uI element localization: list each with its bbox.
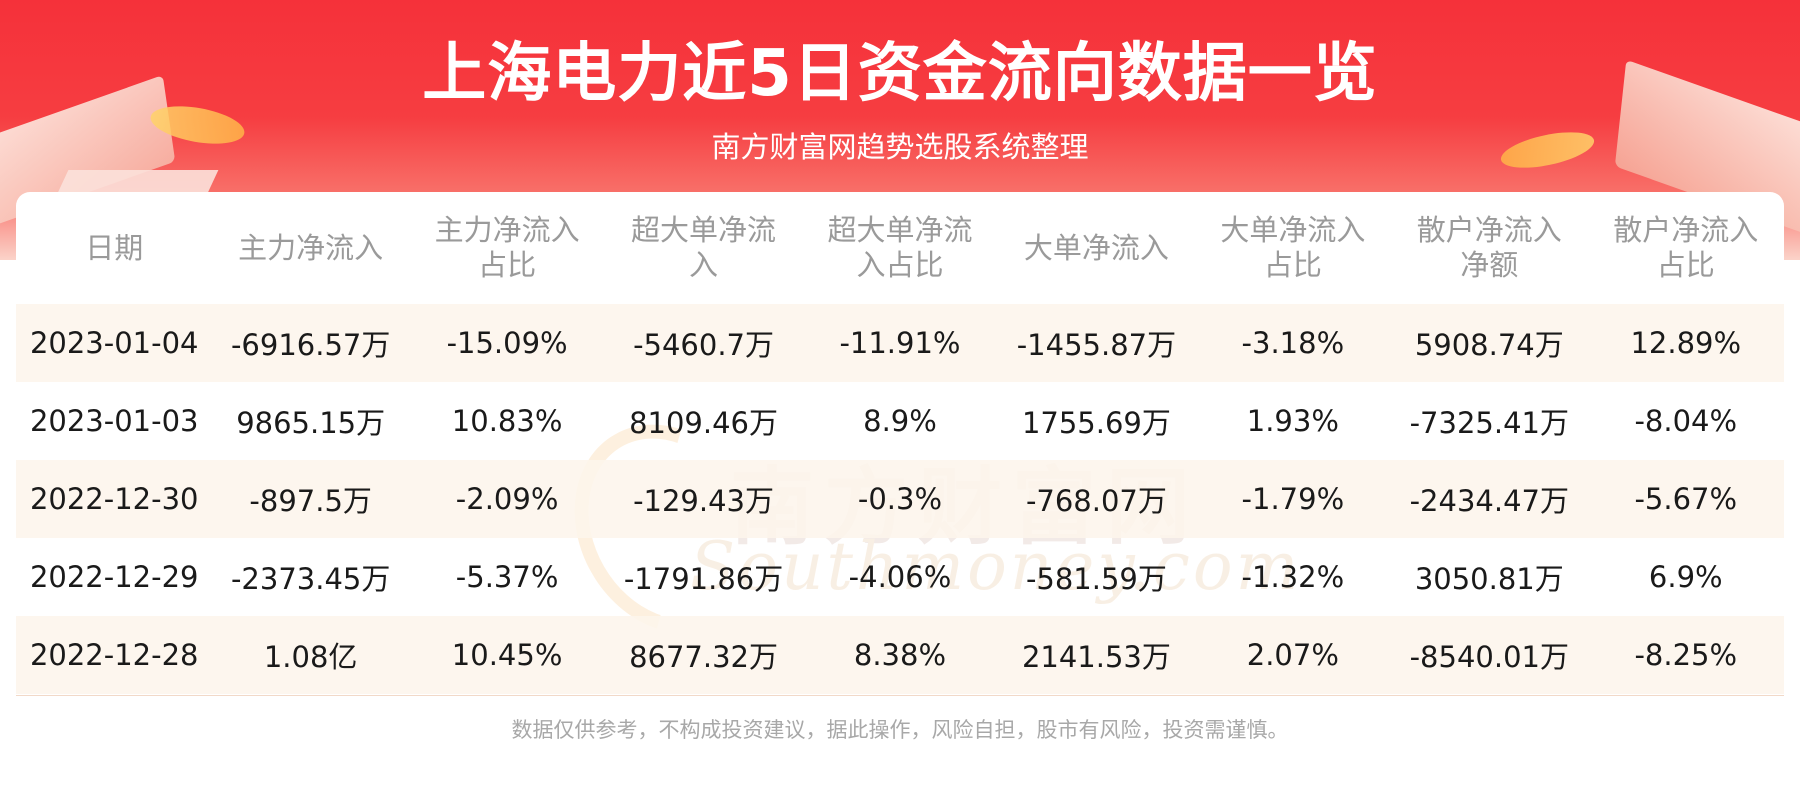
value-cell: 3050.81万 [1414,562,1564,596]
value-cell: -2373.45万 [230,562,391,596]
value-cell: 5908.74万 [1391,304,1588,382]
value-cell: -2434.47万 [1391,460,1588,538]
value-cell: 2.07% [1194,616,1392,694]
table-row: 2022-12-28 1.08亿 10.45% 8677.32万 8.38% 2141.5… [16,616,1784,694]
table-bottom-divider [16,695,1784,696]
value-cell: 12.89% [1587,304,1784,382]
value-cell: -3.18% [1194,304,1392,382]
value-cell: 8.38% [801,616,999,694]
column-header-line: 占比 [478,248,537,282]
date-cell: 2022-12-30 [16,460,213,538]
value-cell: -8.04% [1634,404,1738,438]
value-cell: -1.79% [1194,460,1392,538]
column-header: 超大单净流入 [605,192,801,304]
table-row: 2022-12-29 -2373.45万 -5.37% -1791.86万 -4.06%… [16,538,1784,616]
value-cell: -5460.7万 [605,304,802,382]
date-cell: 2023-01-03 [29,404,199,438]
value-cell: 8677.32万 [605,616,802,694]
column-header-line: 净额 [1460,248,1519,282]
value-cell: -8540.01万 [1391,616,1588,694]
value-cell: 2141.53万 [998,616,1195,694]
column-header: 日期 [16,192,212,304]
value-cell: 10.83% [451,404,563,438]
value-cell: -897.5万 [212,460,409,538]
date-cell: 2023-01-04 [16,304,213,382]
column-header-line: 入占比 [856,248,944,282]
column-header-line: 超大单净流 [827,213,973,247]
value-cell: -8.25% [1587,616,1784,694]
value-cell: 1.08亿 [212,616,409,694]
column-header: 散户净流入 净额 [1391,192,1587,304]
column-header: 散户净流入 占比 [1588,192,1785,304]
value-cell: -6916.57万 [212,304,409,382]
table-row: 2023-01-03 9865.15万 10.83% 8109.46万 8.9% 1755… [16,382,1784,460]
column-header-line: 主力净流入 [238,230,384,265]
value-cell: 1.93% [1246,404,1339,438]
value-cell: -15.09% [408,304,606,382]
column-header-line: 大单净流入 [1023,230,1169,265]
column-header-line: 主力净流入 [434,213,580,247]
column-header: 超大单净流 入占比 [802,192,998,304]
value-cell: -129.43万 [605,460,802,538]
page-title: 上海电力近5日资金流向数据一览 [422,37,1378,111]
column-header-line: 散户净流入 [1416,213,1562,247]
value-cell: 9865.15万 [236,406,386,440]
value-cell: -2.09% [408,460,606,538]
table-header-row: 日期 主力净流入 主力净流入 占比 超大单净流入超大单净流 入占比 大单净流入 大单净流入 占比… [16,192,1784,304]
value-cell: 6.9% [1648,560,1723,594]
value-cell: -768.07万 [998,460,1195,538]
column-header-line: 占比 [1656,248,1715,282]
date-cell: 2022-12-29 [29,560,199,594]
page-subtitle: 南方财富网趋势选股系统整理 [711,130,1089,164]
value-cell: 1755.69万 [1021,406,1171,440]
value-cell: -5.37% [455,560,559,594]
value-cell: -581.59万 [1025,562,1167,596]
value-cell: -0.3% [801,460,999,538]
value-cell: -1455.87万 [998,304,1195,382]
column-header-line: 大单净流入 [1220,213,1366,247]
column-header-line: 日期 [85,230,144,265]
value-cell: 8109.46万 [629,406,778,440]
column-header-line: 入 [689,248,719,282]
value-cell: -5.67% [1587,460,1784,538]
value-cell: 8.9% [863,404,937,438]
disclaimer-text: 数据仅供参考，不构成投资建议，据此操作，风险自担，股市有风险，投资需谨慎。 [511,718,1289,742]
column-header-line: 超大单净流 [631,213,777,247]
column-header: 大单净流入 占比 [1195,192,1391,304]
column-header: 大单净流入 [998,192,1194,304]
fund-flow-table: 日期 主力净流入 主力净流入 占比 超大单净流入超大单净流 入占比 大单净流入 大单净流入 占比… [16,192,1784,694]
value-cell: -11.91% [801,304,999,382]
value-cell: 10.45% [408,616,606,694]
value-cell: -4.06% [848,560,952,594]
value-cell: -1791.86万 [623,562,784,596]
date-cell: 2022-12-28 [16,616,213,694]
table-panel [16,192,1784,696]
table-row: 2023-01-04 -6916.57万 -15.09% -5460.7万 -11.91… [16,304,1784,382]
column-header: 主力净流入 占比 [409,192,605,304]
value-cell: -7325.41万 [1409,406,1569,440]
column-header-line: 散户净流入 [1613,213,1759,247]
table-row: 2022-12-30 -897.5万 -2.09% -129.43万 -0.3% -768… [16,460,1784,538]
column-header-line: 占比 [1263,248,1322,282]
value-cell: -1.32% [1241,560,1345,594]
column-header: 主力净流入 [212,192,408,304]
